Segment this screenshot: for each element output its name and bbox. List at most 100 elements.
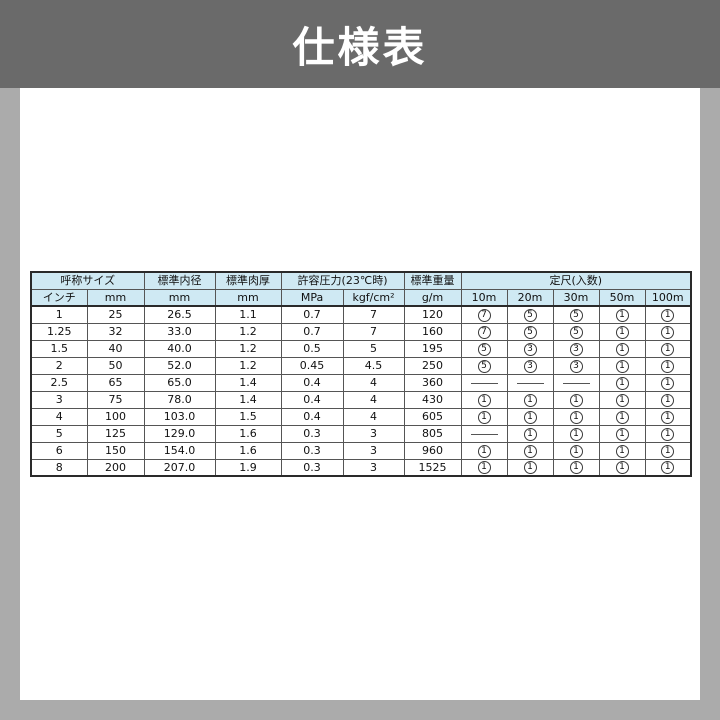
table-header: 呼称サイズ 標準内径 標準肉厚 許容圧力(23℃時) 標準重量 定尺(入数) インチ mm mm… [30,271,692,307]
table-cell-quantity: 1 [644,458,692,477]
circled-quantity: 1 [661,461,675,475]
table-cell-quantity: 1 [506,441,554,460]
title-banner: 仕様表 [0,0,720,88]
unit-header-cell: mm [86,288,145,307]
circled-quantity: 1 [569,461,583,475]
table-cell: 8 [30,458,88,477]
table-cell-quantity: 1 [598,373,646,392]
table-cell: 129.0 [143,424,216,443]
table-row: 1 25 26.5 1.1 0.7 7 120 7 5 5 1 1 [30,305,692,324]
table-cell: 0.45 [280,356,344,375]
table-cell-quantity: 1 [506,390,554,409]
circled-quantity: 3 [569,342,583,356]
table-cell: 0.7 [280,322,344,341]
circled-quantity: 1 [569,410,583,424]
table-row: 3 75 78.0 1.4 0.4 4 430 1 1 1 1 1 [30,390,692,409]
table-cell-quantity: 1 [598,339,646,358]
table-cell: 1.1 [214,305,282,324]
table-cell-quantity: 1 [506,458,554,477]
table-cell: 5 [30,424,88,443]
table-cell-quantity: 5 [506,322,554,341]
circled-quantity: 1 [615,461,629,475]
circled-quantity: 1 [523,444,537,458]
circled-quantity: 1 [523,410,537,424]
table-cell: 78.0 [143,390,216,409]
page-title: 仕様表 [292,22,428,72]
unit-header-cell: 50m [598,288,646,307]
circled-quantity: 1 [661,444,675,458]
unit-header-cell: 30m [552,288,600,307]
dash-mark [470,382,498,384]
circled-quantity: 3 [569,359,583,373]
table-cell: 0.3 [280,458,344,477]
table-cell-quantity: 1 [506,407,554,426]
table-cell: 1.2 [214,356,282,375]
table-cell-quantity: 3 [552,356,600,375]
table-cell: 1.2 [214,322,282,341]
table-cell-quantity: 1 [552,441,600,460]
table-cell: 25 [86,305,145,324]
table-cell: 0.3 [280,424,344,443]
table-cell: 154.0 [143,441,216,460]
table-cell: 0.4 [280,373,344,392]
circled-quantity: 3 [523,342,537,356]
table-cell: 1.9 [214,458,282,477]
table-body: 1 25 26.5 1.1 0.7 7 120 7 5 5 1 1 1.25 32 33.0 1.2 0.7 7 1… [30,305,692,477]
circled-quantity: 1 [569,393,583,407]
unit-header-cell: 100m [644,288,692,307]
table-cell: 6 [30,441,88,460]
table-row: 8 200 207.0 1.9 0.3 3 1525 1 1 1 1 1 [30,458,692,477]
circled-quantity: 1 [477,410,491,424]
circled-quantity: 1 [615,393,629,407]
unit-header-cell: MPa [280,288,344,307]
table-cell: 160 [403,322,462,341]
table-cell-quantity: 7 [460,322,508,341]
table-cell-quantity: 5 [506,305,554,324]
dash-mark [516,382,544,384]
content-panel: 呼称サイズ 標準内径 標準肉厚 許容圧力(23℃時) 標準重量 定尺(入数) インチ mm mm… [20,88,700,700]
dash-mark [470,433,498,435]
table-cell: 7 [342,305,405,324]
circled-quantity: 1 [661,325,675,339]
table-cell-quantity: 1 [552,407,600,426]
table-cell: 40 [86,339,145,358]
table-cell: 4 [342,407,405,426]
table-cell-quantity: 3 [552,339,600,358]
circled-quantity: 5 [523,308,537,322]
table-cell: 1.5 [214,407,282,426]
table-cell: 3 [342,441,405,460]
table-cell-quantity: 1 [460,441,508,460]
table-cell: 1.2 [214,339,282,358]
table-cell: 103.0 [143,407,216,426]
circled-quantity: 5 [569,308,583,322]
table-cell: 960 [403,441,462,460]
circled-quantity: 1 [477,461,491,475]
circled-quantity: 1 [661,427,675,441]
table-cell-quantity: 1 [644,339,692,358]
table-cell-quantity: 1 [644,424,692,443]
table-cell-quantity [552,373,600,392]
unit-header-cell: mm [214,288,282,307]
table-cell-quantity: 1 [598,441,646,460]
table-cell-quantity: 1 [552,390,600,409]
table-cell: 0.5 [280,339,344,358]
table-cell: 0.7 [280,305,344,324]
circled-quantity: 1 [661,376,675,390]
table-cell-quantity: 1 [598,407,646,426]
table-cell: 2 [30,356,88,375]
table-cell: 5 [342,339,405,358]
table-cell-quantity: 5 [552,305,600,324]
circled-quantity: 3 [523,359,537,373]
circled-quantity: 1 [615,444,629,458]
table-cell: 50 [86,356,145,375]
table-cell: 4 [342,373,405,392]
table-cell-quantity: 1 [644,390,692,409]
circled-quantity: 5 [477,342,491,356]
dash-mark [562,382,590,384]
table-row: 1.25 32 33.0 1.2 0.7 7 160 7 5 5 1 1 [30,322,692,341]
table-cell: 65 [86,373,145,392]
table-cell-quantity: 5 [460,339,508,358]
table-cell-quantity: 1 [598,390,646,409]
circled-quantity: 1 [615,410,629,424]
table-cell: 430 [403,390,462,409]
